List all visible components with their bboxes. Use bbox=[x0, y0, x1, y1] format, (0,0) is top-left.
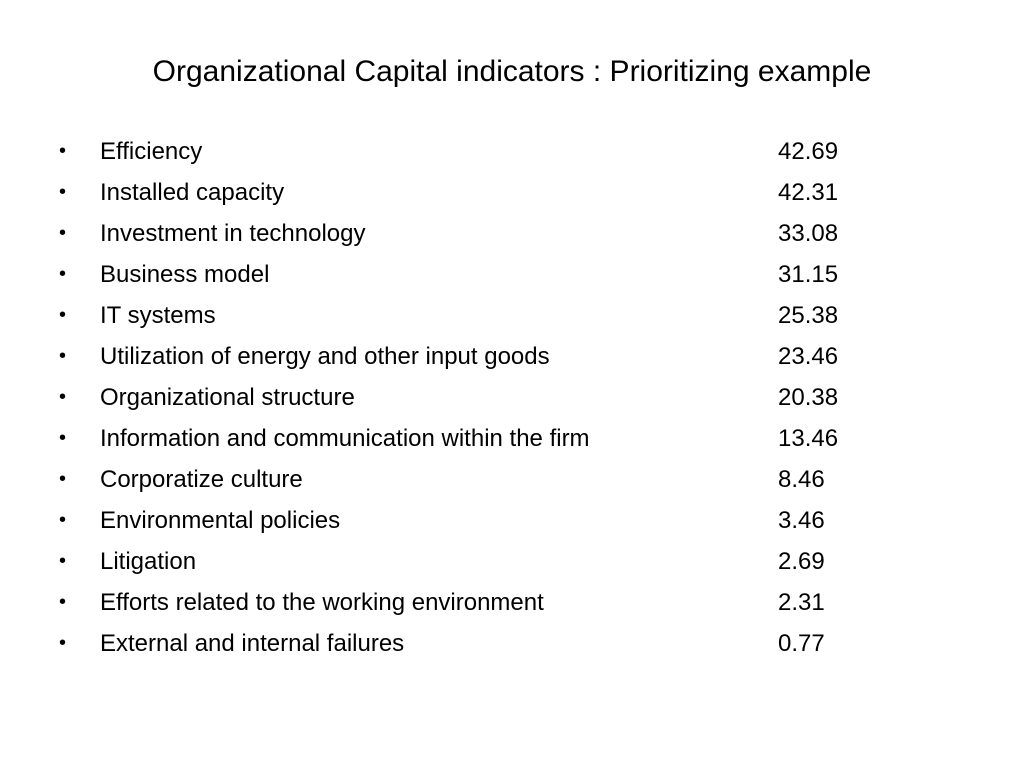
indicator-value: 0.77 bbox=[778, 630, 825, 657]
list-item: • External and internal failures 0.77 bbox=[0, 623, 1024, 664]
indicator-value: 8.46 bbox=[778, 466, 825, 493]
indicator-label: Litigation bbox=[100, 548, 197, 575]
indicator-label: Corporatize culture bbox=[100, 466, 303, 493]
indicator-list: • Efficiency 42.69 • Installed capacity … bbox=[0, 131, 1024, 664]
indicator-label: IT systems bbox=[100, 302, 216, 329]
list-item: • Investment in technology 33.08 bbox=[0, 213, 1024, 254]
indicator-value: 31.15 bbox=[778, 261, 839, 288]
indicator-value: 2.31 bbox=[778, 589, 825, 616]
bullet-icon: • bbox=[59, 222, 67, 244]
bullet-icon: • bbox=[59, 386, 67, 408]
bullet-icon: • bbox=[59, 468, 67, 490]
indicator-value: 3.46 bbox=[778, 507, 825, 534]
list-item: • Information and communication within t… bbox=[0, 418, 1024, 459]
bullet-icon: • bbox=[59, 550, 67, 572]
indicator-label: Utilization of energy and other input go… bbox=[100, 343, 550, 370]
indicator-label: Information and communication within the… bbox=[100, 425, 590, 452]
bullet-icon: • bbox=[59, 632, 67, 654]
indicator-value: 2.69 bbox=[778, 548, 825, 575]
list-item: • Efforts related to the working environ… bbox=[0, 582, 1024, 623]
indicator-label: Organizational structure bbox=[100, 384, 355, 411]
bullet-icon: • bbox=[59, 181, 67, 203]
indicator-value: 13.46 bbox=[778, 425, 839, 452]
list-item: • Installed capacity 42.31 bbox=[0, 172, 1024, 213]
bullet-icon: • bbox=[59, 345, 67, 367]
list-item: • Litigation 2.69 bbox=[0, 541, 1024, 582]
indicator-value: 33.08 bbox=[778, 220, 839, 247]
bullet-icon: • bbox=[59, 591, 67, 613]
indicator-label: Installed capacity bbox=[100, 179, 285, 206]
indicator-value: 42.31 bbox=[778, 179, 839, 206]
list-item: • Environmental policies 3.46 bbox=[0, 500, 1024, 541]
indicator-value: 20.38 bbox=[778, 384, 839, 411]
list-item: • Organizational structure 20.38 bbox=[0, 377, 1024, 418]
list-item: • Efficiency 42.69 bbox=[0, 131, 1024, 172]
indicator-value: 42.69 bbox=[778, 138, 839, 165]
indicator-label: Business model bbox=[100, 261, 270, 288]
bullet-icon: • bbox=[59, 140, 67, 162]
indicator-label: External and internal failures bbox=[100, 630, 405, 657]
list-item: • Utilization of energy and other input … bbox=[0, 336, 1024, 377]
indicator-value: 23.46 bbox=[778, 343, 839, 370]
indicator-label: Efforts related to the working environme… bbox=[100, 589, 544, 616]
indicator-label: Efficiency bbox=[100, 138, 203, 165]
indicator-label: Investment in technology bbox=[100, 220, 366, 247]
indicator-label: Environmental policies bbox=[100, 507, 341, 534]
bullet-icon: • bbox=[59, 304, 67, 326]
bullet-icon: • bbox=[59, 263, 67, 285]
list-item: • IT systems 25.38 bbox=[0, 295, 1024, 336]
slide-title: Organizational Capital indicators : Prio… bbox=[152, 55, 872, 88]
indicator-value: 25.38 bbox=[778, 302, 839, 329]
list-item: • Corporatize culture 8.46 bbox=[0, 459, 1024, 500]
bullet-icon: • bbox=[59, 427, 67, 449]
list-item: • Business model 31.15 bbox=[0, 254, 1024, 295]
bullet-icon: • bbox=[59, 509, 67, 531]
